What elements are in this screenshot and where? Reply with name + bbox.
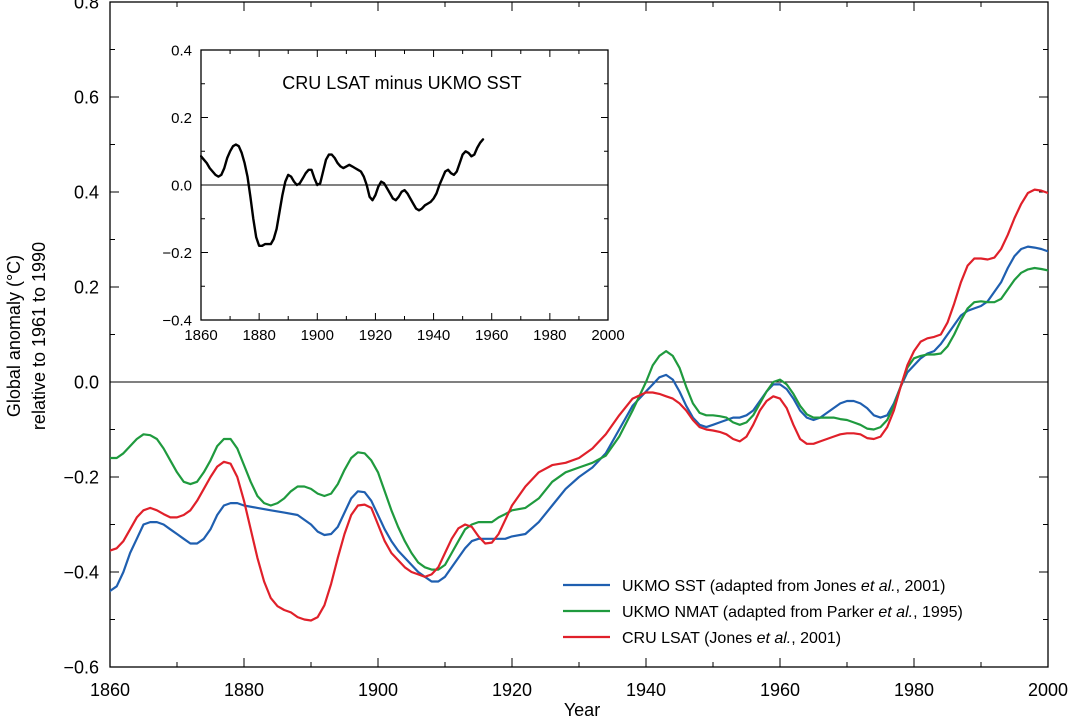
main-series-line-cru-lsat: [110, 188, 1048, 622]
x-axis-label: Year: [564, 700, 600, 719]
inset-y-tick-label: −0.4: [162, 312, 192, 329]
y-axis-label-line-1: Global anomaly (°C): [4, 255, 24, 417]
inset-x-tick-label: 1900: [301, 327, 334, 344]
main-plot: 0.8 0.6 0.4 0.2 0.0 −0.2 −0.4 −0.6 1860 1880 1900…: [4, 0, 1068, 719]
y-axis-label-line-2: relative to 1961 to 1990: [29, 242, 49, 430]
inset-x-tick-label: 1940: [417, 327, 450, 344]
main-y-tick-label: 0.2: [74, 277, 99, 297]
inset-x-tick-label: 1920: [359, 327, 392, 344]
main-x-tick-label: 1980: [894, 680, 934, 700]
inset-y-tick-label: 0.0: [171, 177, 192, 194]
main-x-tick-label: 1880: [224, 680, 264, 700]
main-y-tick-label: 0.6: [74, 87, 99, 107]
inset-x-tick-label: 1860: [184, 327, 217, 344]
main-ticks: [109, 1, 1049, 668]
main-x-tick-label: 1960: [760, 680, 800, 700]
main-series-group: [110, 188, 1048, 622]
inset-y-tick-labels: 0.4 0.2 0.0 −0.2 −0.4: [162, 42, 192, 329]
inset-x-tick-label: 2000: [591, 327, 624, 344]
main-x-tick-label: 1900: [358, 680, 398, 700]
legend-item-nmat: UKMO NMAT (adapted from Parker et al., 1…: [563, 604, 963, 621]
inset-x-tick-labels: 1860 1880 1900 1920 1940 1960 1980 2000: [184, 327, 624, 344]
legend-label-sst: UKMO SST (adapted from Jones et al., 200…: [622, 578, 945, 595]
legend-item-lsat: CRU LSAT (Jones et al., 2001): [563, 630, 841, 647]
inset-y-tick-label: 0.4: [171, 42, 192, 59]
main-x-tick-labels: 1860 1880 1900 1920 1940 1960 1980 2000: [90, 680, 1068, 700]
legend-label-nmat: UKMO NMAT (adapted from Parker et al., 1…: [622, 604, 963, 621]
inset-plot: 0.4 0.2 0.0 −0.2 −0.4 1860 1880 1900 1920 1940 19…: [162, 42, 624, 344]
inset-y-tick-label: −0.2: [162, 245, 192, 262]
inset-x-tick-label: 1880: [242, 327, 275, 344]
inset-series-line-cru-lsat-minus-ukmo-sst: [200, 138, 485, 247]
inset-x-tick-label: 1960: [475, 327, 508, 344]
main-y-tick-label: −0.2: [63, 467, 99, 487]
main-y-tick-labels: 0.8 0.6 0.4 0.2 0.0 −0.2 −0.4 −0.6: [63, 0, 99, 677]
inset-y-tick-label: 0.2: [171, 110, 192, 127]
legend-item-sst: UKMO SST (adapted from Jones et al., 200…: [563, 578, 945, 595]
inset-series-group: [200, 138, 485, 247]
main-y-tick-label: −0.6: [63, 657, 99, 677]
main-x-tick-label: 1920: [492, 680, 532, 700]
inset-title: CRU LSAT minus UKMO SST: [282, 73, 521, 93]
main-series-line-ukmo-sst: [110, 245, 1048, 593]
main-y-tick-label: 0.0: [74, 372, 99, 392]
main-y-tick-label: −0.4: [63, 562, 99, 582]
inset-x-tick-label: 1980: [533, 327, 566, 344]
inset-ticks: [200, 49, 609, 321]
legend: UKMO SST (adapted from Jones et al., 200…: [563, 578, 963, 647]
main-y-tick-label: 0.8: [74, 0, 99, 12]
main-x-tick-label: 1940: [626, 680, 666, 700]
legend-label-lsat: CRU LSAT (Jones et al., 2001): [622, 630, 841, 647]
main-x-tick-label: 1860: [90, 680, 130, 700]
main-x-tick-label: 2000: [1028, 680, 1068, 700]
main-y-tick-label: 0.4: [74, 182, 99, 202]
